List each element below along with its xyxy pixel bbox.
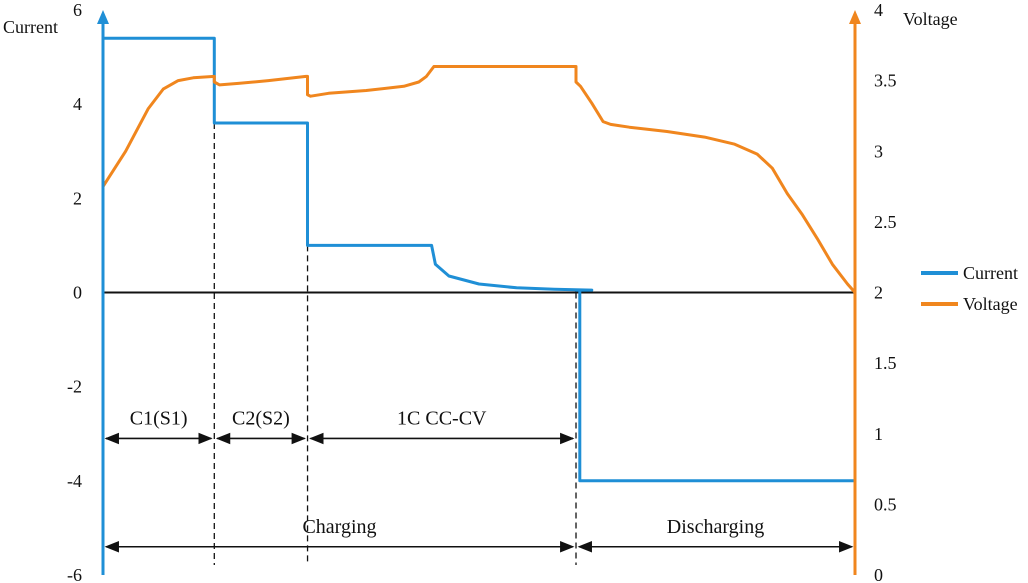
legend-label-current: Current xyxy=(963,263,1018,283)
series-line-voltage xyxy=(101,65,857,294)
legend: Current Voltage xyxy=(921,263,1018,314)
legend-label-voltage: Voltage xyxy=(963,294,1018,314)
left-axis-arrow xyxy=(97,10,109,24)
right-axis-title: Voltage xyxy=(903,9,958,29)
right-tick-label: 2.5 xyxy=(874,212,897,232)
right-tick-label: 1 xyxy=(874,424,883,444)
left-tick-label: 6 xyxy=(73,0,82,20)
right-tick-label: 2 xyxy=(874,283,883,303)
series-line-current xyxy=(103,36,855,483)
span-label: 1C CC-CV xyxy=(397,407,487,429)
left-tick-label: 4 xyxy=(73,94,82,114)
annotation-layer: C1(S1) C2(S2) 1C CC-CV Charging Discharging xyxy=(104,407,854,553)
right-tick-label: 1.5 xyxy=(874,353,897,373)
right-tick-label: 0 xyxy=(874,565,883,583)
right-tick-label: 3.5 xyxy=(874,71,897,91)
span-label: C1(S1) xyxy=(130,407,188,429)
left-tick-label: -2 xyxy=(67,377,82,397)
left-tick-label: 0 xyxy=(73,283,82,303)
left-tick-label: 2 xyxy=(73,188,82,208)
left-tick-label: -6 xyxy=(67,565,82,583)
span-label: Charging xyxy=(302,516,376,538)
right-tick-label: 3 xyxy=(874,141,883,161)
span-label: C2(S2) xyxy=(232,407,290,429)
series-layer xyxy=(101,36,857,483)
guide-layer xyxy=(103,123,855,565)
right-axis-arrow xyxy=(849,10,861,24)
axes-layer: 6 4 2 0 -2 -4 -6 4 3.5 3 2.5 2 1.5 1 0.5 0 Current Voltag… xyxy=(3,0,958,583)
span-label: Discharging xyxy=(667,516,764,538)
right-tick-label: 0.5 xyxy=(874,494,897,514)
left-tick-label: -4 xyxy=(67,471,82,491)
left-axis-title: Current xyxy=(3,17,58,37)
right-tick-label: 4 xyxy=(874,0,883,20)
